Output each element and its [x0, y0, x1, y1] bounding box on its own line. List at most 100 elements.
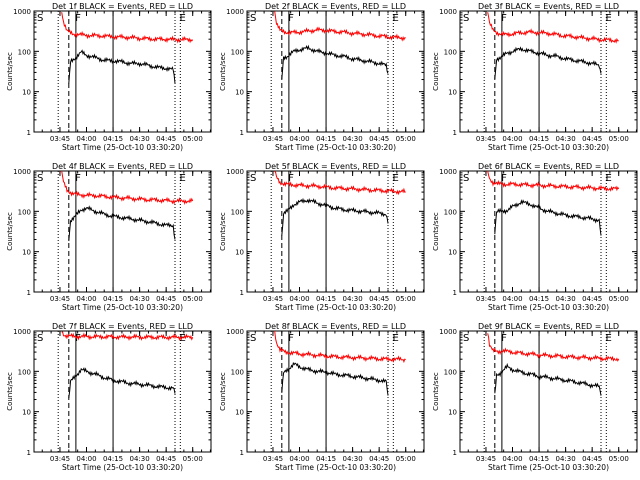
- plot-frame: [459, 170, 638, 293]
- x-tick-label: 04:45: [582, 135, 602, 143]
- chart-title: Det 2f BLACK = Events, RED = LLD: [265, 2, 406, 11]
- y-tick-label: 1000: [226, 168, 244, 176]
- y-tick-label: 1000: [226, 328, 244, 336]
- series-lld: [61, 331, 194, 342]
- marker-e: E: [180, 333, 186, 344]
- marker-f: F: [288, 13, 294, 24]
- x-tick-label: 04:30: [556, 135, 576, 143]
- series-events: [68, 367, 176, 398]
- y-tick-label: 1: [27, 449, 31, 457]
- plot-frame: [459, 330, 638, 453]
- y-tick-label: 10: [235, 249, 244, 257]
- y-tick-label: 10: [22, 409, 31, 417]
- marker-e: E: [180, 13, 186, 24]
- chart-panel-7: Det 7f BLACK = Events, RED = LLD 1 10 100 10…: [6, 322, 212, 472]
- chart-panel-3: Det 3f BLACK = Events, RED = LLD 1 10 100 10…: [432, 2, 638, 152]
- y-tick-label: 10: [22, 249, 31, 257]
- series-lld: [274, 330, 406, 364]
- x-tick-label: 04:30: [130, 135, 150, 143]
- x-axis-label: Start Time (25-Oct-10 03:30:20): [488, 143, 609, 152]
- chart-title: Det 7f BLACK = Events, RED = LLD: [52, 322, 193, 331]
- y-axis-label: Counts/sec: [432, 212, 440, 251]
- x-axis-label: Start Time (25-Oct-10 03:30:20): [62, 303, 183, 312]
- x-tick-label: 04:00: [289, 135, 309, 143]
- x-tick-label: 03:45: [263, 135, 283, 143]
- series-lld: [487, 170, 620, 192]
- y-tick-label: 10: [448, 89, 457, 97]
- marker-e: E: [606, 13, 612, 24]
- x-tick-label: 03:45: [476, 135, 496, 143]
- y-tick-label: 100: [231, 48, 244, 56]
- y-tick-label: 100: [231, 368, 244, 376]
- y-tick-label: 1000: [13, 168, 31, 176]
- marker-e: E: [180, 173, 186, 184]
- marker-e: E: [606, 333, 612, 344]
- chart-title: Det 6f BLACK = Events, RED = LLD: [478, 162, 619, 171]
- marker-s: S: [37, 173, 43, 184]
- x-axis-label: Start Time (25-Oct-10 03:30:20): [488, 303, 609, 312]
- chart-title: Det 1f BLACK = Events, RED = LLD: [52, 2, 193, 11]
- y-tick-label: 1: [240, 289, 244, 297]
- y-tick-label: 1000: [439, 8, 457, 16]
- x-tick-label: 04:00: [502, 295, 522, 303]
- x-tick-label: 04:15: [316, 295, 336, 303]
- y-tick-label: 1: [240, 449, 244, 457]
- x-tick-label: 05:00: [396, 135, 416, 143]
- chart-title: Det 3f BLACK = Events, RED = LLD: [478, 2, 619, 11]
- x-tick-label: 05:00: [396, 455, 416, 463]
- y-tick-label: 1: [27, 289, 31, 297]
- x-tick-label: 04:45: [582, 295, 602, 303]
- series-lld: [61, 170, 194, 205]
- marker-f: F: [501, 173, 507, 184]
- x-axis-label: Start Time (25-Oct-10 03:30:20): [275, 143, 396, 152]
- series-lld: [61, 12, 194, 44]
- chart-panel-5: Det 5f BLACK = Events, RED = LLD 1 10 100 10…: [219, 162, 425, 312]
- y-tick-label: 1000: [13, 328, 31, 336]
- x-axis-label: Start Time (25-Oct-10 03:30:20): [62, 463, 183, 472]
- y-axis-label: Counts/sec: [219, 52, 227, 91]
- marker-s: S: [463, 13, 469, 24]
- y-tick-label: 100: [231, 208, 244, 216]
- plot-frame: [246, 330, 425, 453]
- series-lld: [274, 11, 406, 42]
- x-tick-label: 04:15: [103, 295, 123, 303]
- chart-title: Det 5f BLACK = Events, RED = LLD: [265, 162, 406, 171]
- marker-s: S: [250, 173, 256, 184]
- x-tick-label: 03:45: [263, 455, 283, 463]
- x-tick-label: 04:00: [76, 135, 96, 143]
- x-tick-label: 04:30: [343, 295, 363, 303]
- x-tick-label: 04:30: [130, 455, 150, 463]
- chart-title: Det 4f BLACK = Events, RED = LLD: [52, 162, 193, 171]
- y-tick-label: 100: [444, 48, 457, 56]
- x-tick-label: 05:00: [396, 295, 416, 303]
- plot-frame: [33, 170, 212, 293]
- series-events: [68, 49, 176, 84]
- x-tick-label: 04:30: [343, 455, 363, 463]
- marker-f: F: [288, 333, 294, 344]
- y-tick-label: 100: [444, 208, 457, 216]
- y-axis-label: Counts/sec: [6, 212, 14, 251]
- x-axis-label: Start Time (25-Oct-10 03:30:20): [488, 463, 609, 472]
- series-events: [494, 46, 602, 79]
- y-axis-label: Counts/sec: [432, 52, 440, 91]
- series-events: [281, 197, 389, 236]
- y-tick-label: 10: [22, 89, 31, 97]
- marker-s: S: [37, 333, 43, 344]
- marker-f: F: [75, 173, 81, 184]
- x-tick-label: 05:00: [609, 455, 629, 463]
- x-tick-label: 04:30: [556, 295, 576, 303]
- x-tick-label: 04:45: [156, 295, 176, 303]
- x-tick-label: 04:45: [156, 455, 176, 463]
- y-axis-label: Counts/sec: [219, 212, 227, 251]
- chart-panel-2: Det 2f BLACK = Events, RED = LLD 1 10 100 10…: [219, 2, 425, 152]
- y-tick-label: 10: [235, 89, 244, 97]
- marker-f: F: [501, 333, 507, 344]
- y-tick-label: 1: [453, 449, 457, 457]
- y-tick-label: 1: [453, 129, 457, 137]
- x-tick-label: 03:45: [476, 295, 496, 303]
- x-tick-label: 04:00: [76, 295, 96, 303]
- y-axis-label: Counts/sec: [6, 52, 14, 91]
- x-tick-label: 04:45: [369, 295, 389, 303]
- y-tick-label: 100: [18, 48, 31, 56]
- series-events: [281, 44, 389, 80]
